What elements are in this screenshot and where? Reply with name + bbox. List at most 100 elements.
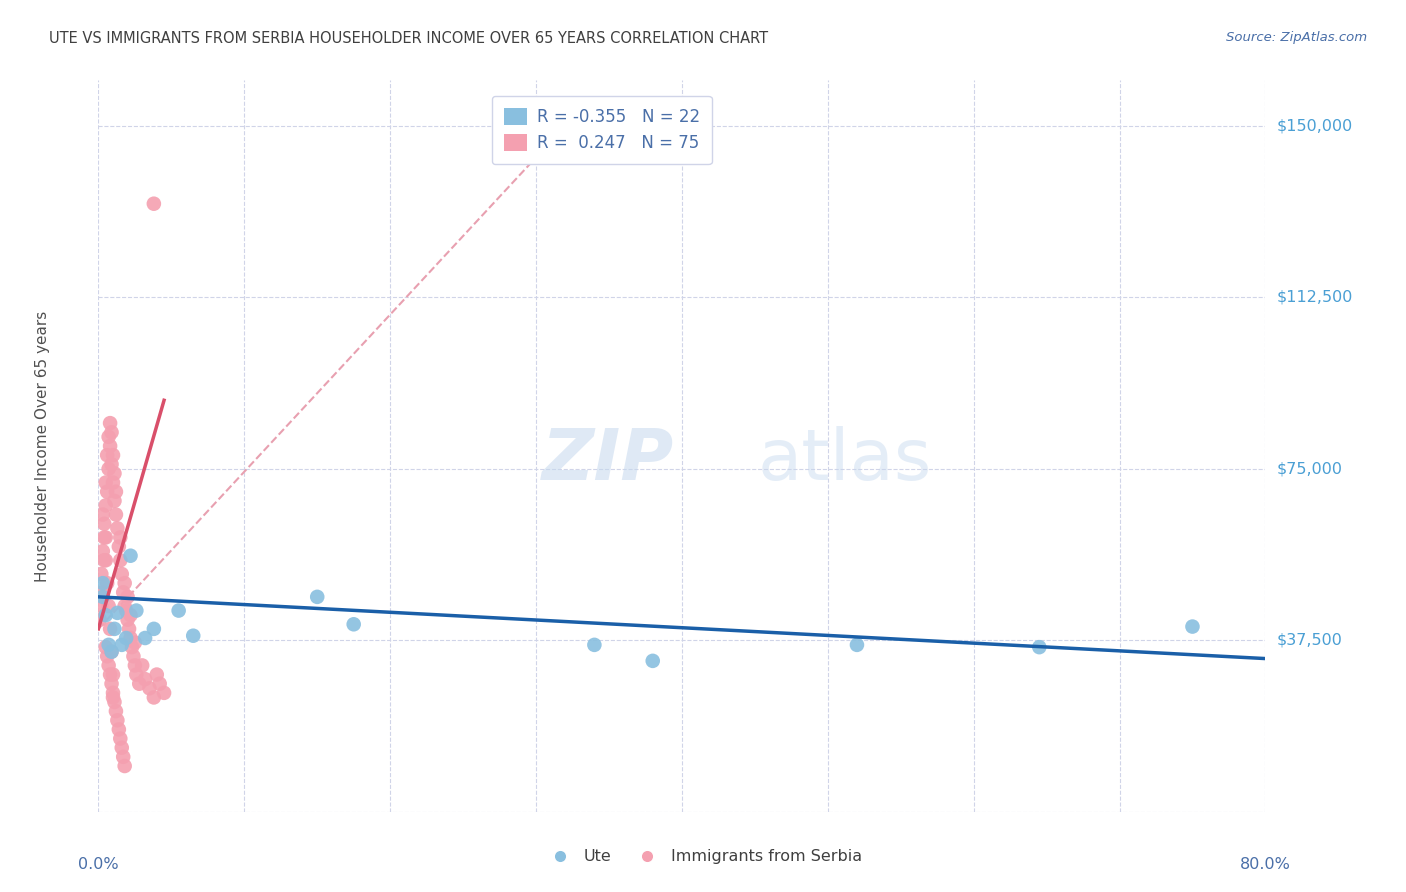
Point xyxy=(101,448,124,462)
Point xyxy=(91,576,114,591)
Point xyxy=(105,521,128,535)
Point xyxy=(146,667,169,681)
Point xyxy=(100,425,122,440)
Legend: Ute, Immigrants from Serbia: Ute, Immigrants from Serbia xyxy=(537,843,869,871)
Point xyxy=(114,759,136,773)
Point xyxy=(101,667,124,681)
Point xyxy=(97,599,120,613)
Point xyxy=(114,576,136,591)
Point xyxy=(91,544,114,558)
Point xyxy=(97,462,120,476)
Point xyxy=(96,649,118,664)
Point xyxy=(111,740,134,755)
Point xyxy=(181,629,204,643)
Point xyxy=(101,475,124,490)
Text: ZIP: ZIP xyxy=(541,426,673,495)
Point xyxy=(105,606,128,620)
Point xyxy=(641,654,664,668)
Point xyxy=(103,622,125,636)
Point xyxy=(103,695,125,709)
Point xyxy=(91,508,114,522)
Point xyxy=(96,484,118,499)
Point xyxy=(142,622,165,636)
Point xyxy=(117,590,139,604)
Point xyxy=(138,681,160,696)
Point xyxy=(94,553,117,567)
Point xyxy=(125,667,148,681)
Point xyxy=(97,658,120,673)
Point xyxy=(94,499,117,513)
Point xyxy=(108,540,131,554)
Point xyxy=(110,530,132,544)
Point xyxy=(98,622,121,636)
Point xyxy=(108,723,131,737)
Point xyxy=(114,599,136,613)
Point xyxy=(307,590,329,604)
Point xyxy=(104,484,127,499)
Point xyxy=(104,508,127,522)
Point xyxy=(167,603,190,617)
Point xyxy=(100,457,122,471)
Point xyxy=(100,645,122,659)
Point xyxy=(131,658,153,673)
Point xyxy=(96,448,118,462)
Text: $37,500: $37,500 xyxy=(1277,632,1343,648)
Point xyxy=(120,631,142,645)
Point xyxy=(103,467,125,481)
Point xyxy=(128,676,150,690)
Point xyxy=(98,439,121,453)
Point xyxy=(111,638,134,652)
Point xyxy=(122,649,145,664)
Point xyxy=(125,603,148,617)
Point xyxy=(101,690,124,705)
Point xyxy=(110,553,132,567)
Text: atlas: atlas xyxy=(758,426,932,495)
Legend: R = -0.355   N = 22, R =  0.247   N = 75: R = -0.355 N = 22, R = 0.247 N = 75 xyxy=(492,96,711,164)
Text: 0.0%: 0.0% xyxy=(79,857,118,872)
Point xyxy=(93,530,115,544)
Point xyxy=(1028,640,1050,655)
Point xyxy=(117,613,139,627)
Point xyxy=(1181,619,1204,633)
Point xyxy=(93,553,115,567)
Point xyxy=(90,567,112,582)
Point xyxy=(94,530,117,544)
Point xyxy=(120,608,142,623)
Point xyxy=(118,622,141,636)
Point xyxy=(94,640,117,655)
Text: Source: ZipAtlas.com: Source: ZipAtlas.com xyxy=(1226,31,1367,45)
Text: $150,000: $150,000 xyxy=(1277,119,1354,134)
Point xyxy=(112,585,135,599)
Text: UTE VS IMMIGRANTS FROM SERBIA HOUSEHOLDER INCOME OVER 65 YEARS CORRELATION CHART: UTE VS IMMIGRANTS FROM SERBIA HOUSEHOLDE… xyxy=(49,31,768,46)
Point xyxy=(134,631,156,645)
Point xyxy=(105,714,128,728)
Point xyxy=(98,667,121,681)
Point xyxy=(115,631,138,645)
Point xyxy=(142,690,165,705)
Point xyxy=(153,686,176,700)
Point xyxy=(93,516,115,531)
Point xyxy=(110,731,132,746)
Point xyxy=(100,676,122,690)
Point xyxy=(142,196,165,211)
Point xyxy=(96,576,118,591)
Point xyxy=(98,416,121,430)
Text: $75,000: $75,000 xyxy=(1277,461,1343,476)
Text: 80.0%: 80.0% xyxy=(1240,857,1291,872)
Point xyxy=(112,749,135,764)
Point xyxy=(91,585,114,599)
Point xyxy=(149,676,172,690)
Point xyxy=(103,493,125,508)
Text: Householder Income Over 65 years: Householder Income Over 65 years xyxy=(35,310,51,582)
Point xyxy=(134,672,156,686)
Point xyxy=(94,475,117,490)
Point xyxy=(846,638,869,652)
Point xyxy=(583,638,606,652)
Point xyxy=(97,430,120,444)
Point xyxy=(101,686,124,700)
Point xyxy=(104,704,127,718)
Text: $112,500: $112,500 xyxy=(1277,290,1354,305)
Point xyxy=(91,590,114,604)
Point xyxy=(124,658,146,673)
Point xyxy=(111,567,134,582)
